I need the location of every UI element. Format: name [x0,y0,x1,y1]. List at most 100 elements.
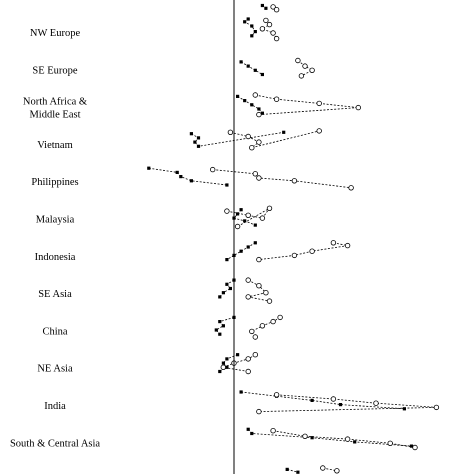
region-nw-europe-filled-point [250,34,254,38]
region-se-europe-filled-point [246,64,250,68]
region-north-africa-middle-east-filled-point [260,111,264,115]
region-ne-asia-open-point [220,364,226,370]
region-indonesia-filled-series-line [226,242,256,260]
region-label-china: China [42,326,67,337]
region-south-central-asia-filled-point [250,431,254,436]
region-india-open-series-line [258,394,437,412]
region-vietnam-open-point [245,133,251,140]
region-malaysia-open-point [234,223,241,230]
region-china-open-point [249,328,255,335]
region-se-asia-filled-point [225,282,229,286]
region-malaysia-open-point [266,205,273,211]
region-india-open-point [373,400,379,406]
region-north-africa-middle-east-open-point [273,96,280,102]
region-malaysia-filled-point [253,223,257,227]
region-philippines-open-series-line [212,169,352,189]
region-label-south-central-asia: South & Central Asia [10,438,100,449]
region-india-open-point [256,408,262,415]
region-india-open-point [330,396,337,402]
region-indonesia-filled-point [239,249,243,253]
region-south-central-asia-filled-point [353,440,357,444]
region-label-philippines: Philippines [31,177,78,188]
region-north-africa-middle-east-filled-point [250,103,254,107]
region-label-north-africa-middle-east: North Africa & Middle East [23,97,87,121]
region-north-africa-middle-east-open-point [355,104,361,111]
region-south-central-asia-open-point [270,428,276,434]
region-label-se-europe: SE Europe [32,65,78,76]
region-north-africa-middle-east-open-point [252,92,258,98]
region-nw-europe-open-point [263,17,269,24]
region-south-central-asia-filled-point [246,427,250,431]
region-philippines-filled-point [179,175,183,179]
region-china-open-point [277,314,283,321]
region-philippines-filled-point [189,179,193,183]
region-vietnam-open-point [256,139,262,145]
region-china-filled-point [221,324,225,328]
region-se-europe-filled-point [260,72,264,77]
region-label-vietnam: Vietnam [37,140,73,151]
region-vietnam-open-series-line [230,130,320,149]
region-se-asia-open-point [263,290,269,296]
region-se-europe-filled-point [253,68,257,72]
region-se-europe-open-point [295,57,301,64]
region-philippines-filled-series-line [148,167,227,186]
region-ne-asia-filled-point [236,353,240,357]
region-se-asia-filled-series-line [219,279,235,298]
region-vietnam-filled-point [282,130,286,134]
region-indonesia-open-point [309,248,315,254]
region-indonesia-open-point [330,240,337,246]
region-se-asia-open-point [245,277,251,283]
region-se-europe-open-series-line [297,60,313,77]
bottom-partial-filled-series-line [287,469,299,473]
region-india-filled-series-line [241,391,405,410]
region-nw-europe-filled-point [250,24,254,28]
region-indonesia-filled-point [253,241,257,245]
region-se-europe-open-point [298,73,305,79]
plot-area [147,3,440,474]
region-north-africa-middle-east-open-point [316,100,322,107]
region-malaysia-open-point [224,208,230,214]
region-ne-asia-open-point [245,368,251,375]
region-indonesia-filled-point [225,258,229,262]
region-label-indonesia: Indonesia [35,252,76,263]
region-south-central-asia-open-series-line [273,430,416,448]
region-malaysia-open-point [245,212,251,218]
region-vietnam-open-point [249,144,255,151]
region-north-africa-middle-east-filled-point [236,94,240,98]
region-china-filled-point [218,320,222,324]
region-nw-europe-filled-point [253,30,257,34]
region-south-central-asia-open-point [412,444,418,451]
region-philippines-filled-point [147,166,151,170]
region-philippines-filled-point [175,170,179,174]
region-china-filled-point [218,332,222,336]
bottom-partial-filled-point [296,470,300,474]
region-vietnam-filled-point [189,132,193,136]
region-nw-europe-open-point [266,21,273,28]
region-south-central-asia-open-point [302,433,308,439]
region-label-se-asia: SE Asia [38,289,72,300]
region-malaysia-open-point [259,215,266,221]
region-india-open-point [273,392,280,398]
region-ne-asia-open-point [252,352,258,358]
region-india-filled-point [338,403,343,407]
region-china-open-point [252,334,258,340]
region-label-india: India [44,401,66,412]
top-partial-filled-point [260,3,264,8]
region-nw-europe-open-point [273,35,280,42]
region-south-central-asia-open-point [387,440,393,446]
region-china-open-series-line [251,317,281,338]
region-india-filled-point [239,390,243,394]
region-indonesia-filled-point [246,245,250,249]
region-vietnam-filled-point [193,140,197,144]
region-nw-europe-filled-point [246,17,250,21]
region-philippines-open-point [348,185,354,191]
region-india-filled-point [310,398,314,402]
top-partial-open-point [273,6,280,13]
region-malaysia-filled-point [243,219,247,223]
region-se-europe-open-point [309,67,315,73]
region-ne-asia-open-point [245,356,251,362]
region-malaysia-filled-point [239,208,243,212]
region-label-ne-asia: NE Asia [37,364,73,375]
region-indonesia-open-point [344,242,351,249]
